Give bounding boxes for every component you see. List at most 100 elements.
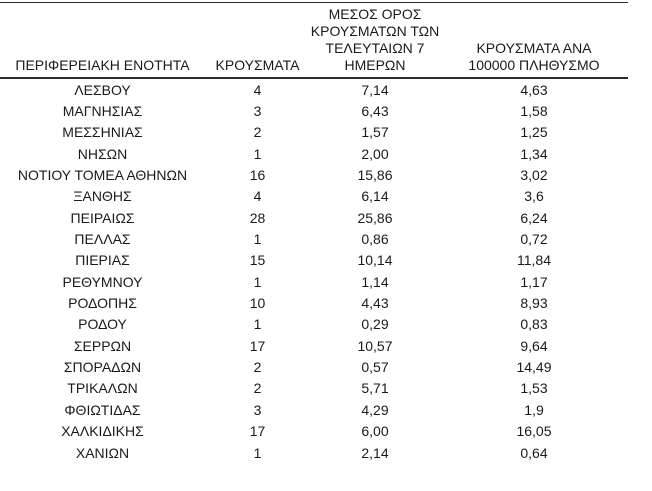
region-cell: ΧΑΝΙΩΝ	[75, 444, 130, 461]
region-cell: ΡΕΘΥΜΝΟΥ	[62, 273, 143, 290]
avg7-cell: 10,14	[357, 252, 393, 269]
table-row: ΦΘΙΩΤΙΔΑΣ 3 4,29 1,9	[0, 399, 628, 420]
header-avg7-line3: ΤΕΛΕΥΤΑΙΩΝ 7	[325, 40, 425, 56]
avg7-cell: 4,43	[361, 295, 389, 312]
per100k-cell: 1,25	[520, 124, 548, 141]
avg7-cell: 7,14	[361, 81, 389, 98]
regional-cases-table: ΠΕΡΙΦΕΡΕΙΑΚΗ ΕΝΟΤΗΤΑ ΚΡΟΥΣΜΑΤΑ ΜΕΣΟΣ ΟΡΟ…	[0, 2, 628, 463]
cases-cell: 4	[253, 188, 262, 205]
cases-cell: 2	[253, 380, 262, 397]
header-avg7: ΜΕΣΟΣ ΟΡΟΣ ΚΡΟΥΣΜΑΤΩΝ ΤΩΝ ΤΕΛΕΥΤΑΙΩΝ 7 Η…	[310, 6, 440, 74]
table-row: ΧΑΝΙΩΝ 1 2,14 0,64	[0, 442, 628, 463]
per100k-cell: 1,34	[520, 145, 548, 162]
table-row: ΠΙΕΡΙΑΣ 15 10,14 11,84	[0, 250, 628, 271]
header-avg7-line2: ΚΡΟΥΣΜΑΤΩΝ ΤΩΝ	[310, 23, 440, 39]
header-per100k: ΚΡΟΥΣΜΑΤΑ ΑΝΑ 100000 ΠΛΗΘΥΣΜΟ	[440, 40, 628, 74]
per100k-cell: 1,53	[520, 380, 548, 397]
cases-cell: 3	[253, 401, 262, 418]
region-cell: ΡΟΔΟΠΗΣ	[68, 295, 137, 312]
cases-cell: 16	[249, 167, 266, 184]
cases-cell: 1	[253, 444, 262, 461]
avg7-cell: 2,00	[361, 145, 389, 162]
table-row: ΣΕΡΡΩΝ 17 10,57 9,64	[0, 335, 628, 356]
avg7-cell: 10,57	[357, 337, 393, 354]
cases-cell: 4	[253, 81, 262, 98]
cases-cell: 1	[253, 231, 262, 248]
header-region: ΠΕΡΙΦΕΡΕΙΑΚΗ ΕΝΟΤΗΤΑ	[0, 57, 205, 74]
per100k-cell: 1,9	[524, 401, 544, 418]
avg7-cell: 4,29	[361, 401, 389, 418]
table-row: ΣΠΟΡΑΔΩΝ 2 0,57 14,49	[0, 356, 628, 377]
cases-cell: 10	[249, 295, 266, 312]
avg7-cell: 2,14	[361, 444, 389, 461]
per100k-cell: 1,17	[520, 273, 548, 290]
avg7-cell: 25,86	[357, 209, 393, 226]
table-row: ΤΡΙΚΑΛΩΝ 2 5,71 1,53	[0, 378, 628, 399]
region-cell: ΛΕΣΒΟΥ	[74, 81, 131, 98]
per100k-cell: 0,64	[520, 444, 548, 461]
per100k-cell: 0,83	[520, 316, 548, 333]
region-cell: ΜΕΣΣΗΝΙΑΣ	[62, 124, 143, 141]
per100k-cell: 3,6	[524, 188, 544, 205]
per100k-cell: 9,64	[520, 337, 548, 354]
cases-cell: 28	[249, 209, 266, 226]
region-cell: ΣΕΡΡΩΝ	[73, 337, 132, 354]
avg7-cell: 1,14	[361, 273, 389, 290]
per100k-cell: 16,05	[516, 423, 552, 440]
region-cell: ΤΡΙΚΑΛΩΝ	[67, 380, 138, 397]
table-row: ΜΑΓΝΗΣΙΑΣ 3 6,43 1,58	[0, 100, 628, 121]
table-row: ΡΟΔΟΠΗΣ 10 4,43 8,93	[0, 292, 628, 313]
region-cell: ΡΟΔΟΥ	[78, 316, 127, 333]
per100k-cell: 8,93	[520, 295, 548, 312]
avg7-cell: 6,43	[361, 103, 389, 120]
region-cell: ΦΘΙΩΤΙΔΑΣ	[64, 401, 141, 418]
avg7-cell: 6,00	[361, 423, 389, 440]
per100k-cell: 1,58	[520, 103, 548, 120]
header-per100k-line1: ΚΡΟΥΣΜΑΤΑ ΑΝΑ	[476, 40, 592, 56]
region-cell: ΠΙΕΡΙΑΣ	[75, 252, 130, 269]
region-cell: ΠΕΛΛΑΣ	[74, 231, 131, 248]
avg7-cell: 0,57	[361, 359, 389, 376]
region-cell: ΞΑΝΘΗΣ	[73, 188, 132, 205]
cases-cell: 17	[249, 337, 266, 354]
avg7-cell: 5,71	[361, 380, 389, 397]
region-cell: ΜΑΓΝΗΣΙΑΣ	[62, 103, 143, 120]
per100k-cell: 14,49	[516, 359, 552, 376]
header-avg7-line4: ΗΜΕΡΩΝ	[344, 57, 406, 73]
header-cases-label: ΚΡΟΥΣΜΑΤΑ	[215, 57, 300, 73]
cases-cell: 15	[249, 252, 266, 269]
avg7-cell: 6,14	[361, 188, 389, 205]
cases-cell: 1	[253, 316, 262, 333]
per100k-cell: 6,24	[520, 209, 548, 226]
per100k-cell: 11,84	[517, 252, 551, 269]
table-row: ΝΟΤΙΟΥ ΤΟΜΕΑ ΑΘΗΝΩΝ 16 15,86 3,02	[0, 164, 628, 185]
cases-cell: 1	[253, 145, 262, 162]
table-row: ΧΑΛΚΙΔΙΚΗΣ 17 6,00 16,05	[0, 421, 628, 442]
table-row: ΠΕΛΛΑΣ 1 0,86 0,72	[0, 228, 628, 249]
cases-cell: 2	[253, 359, 262, 376]
header-avg7-line1: ΜΕΣΟΣ ΟΡΟΣ	[328, 6, 422, 22]
per100k-cell: 3,02	[520, 167, 548, 184]
avg7-cell: 0,29	[361, 316, 389, 333]
table-row: ΡΟΔΟΥ 1 0,29 0,83	[0, 314, 628, 335]
cases-cell: 17	[249, 423, 266, 440]
cases-cell: 3	[253, 103, 262, 120]
table-row: ΡΕΘΥΜΝΟΥ 1 1,14 1,17	[0, 271, 628, 292]
avg7-cell: 0,86	[361, 231, 389, 248]
header-region-label: ΠΕΡΙΦΕΡΕΙΑΚΗ ΕΝΟΤΗΤΑ	[15, 57, 190, 73]
region-cell: ΝΟΤΙΟΥ ΤΟΜΕΑ ΑΘΗΝΩΝ	[17, 167, 188, 184]
table-body: ΛΕΣΒΟΥ 4 7,14 4,63 ΜΑΓΝΗΣΙΑΣ 3 6,43 1,58…	[0, 79, 628, 463]
table-row: ΞΑΝΘΗΣ 4 6,14 3,6	[0, 186, 628, 207]
table-row: ΝΗΣΩΝ 1 2,00 1,34	[0, 143, 628, 164]
table-row: ΠΕΙΡΑΙΩΣ 28 25,86 6,24	[0, 207, 628, 228]
table-header: ΠΕΡΙΦΕΡΕΙΑΚΗ ΕΝΟΤΗΤΑ ΚΡΟΥΣΜΑΤΑ ΜΕΣΟΣ ΟΡΟ…	[0, 3, 628, 79]
region-cell: ΠΕΙΡΑΙΩΣ	[70, 209, 135, 226]
header-cases: ΚΡΟΥΣΜΑΤΑ	[205, 57, 310, 74]
region-cell: ΧΑΛΚΙΔΙΚΗΣ	[61, 423, 144, 440]
region-cell: ΝΗΣΩΝ	[77, 145, 128, 162]
avg7-cell: 15,86	[357, 167, 393, 184]
per100k-cell: 4,63	[520, 81, 548, 98]
table-row: ΛΕΣΒΟΥ 4 7,14 4,63	[0, 79, 628, 100]
cases-cell: 2	[253, 124, 262, 141]
cases-cell: 1	[253, 273, 262, 290]
